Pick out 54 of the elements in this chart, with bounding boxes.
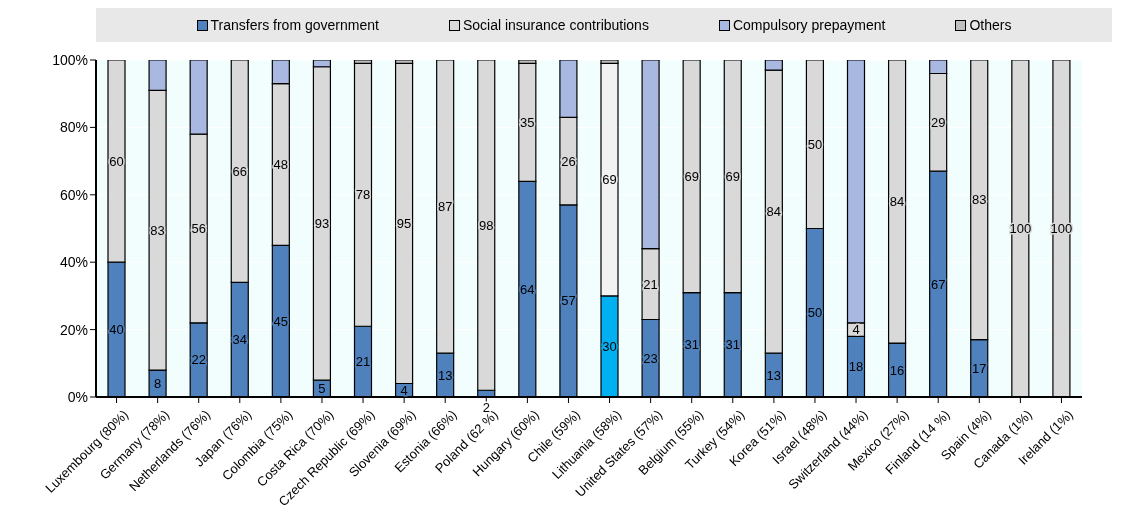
data-label: 84: [889, 194, 905, 210]
y-tick-label: 40%: [59, 254, 88, 271]
legend-label: Transfers from government: [210, 17, 379, 33]
data-label: 87: [437, 199, 453, 215]
data-label: 60: [109, 153, 124, 169]
legend-label: Compulsory prepayment: [732, 17, 886, 33]
data-label: 23: [643, 350, 658, 366]
data-label: 5: [318, 381, 326, 397]
legend-label: Social insurance contributions: [462, 17, 649, 33]
data-label: 83: [150, 222, 165, 238]
data-label: 8: [153, 376, 162, 392]
data-label: 21: [355, 354, 371, 370]
data-label: 57: [561, 293, 576, 309]
data-label: 34: [232, 332, 247, 348]
data-label: 21: [643, 276, 658, 292]
data-label: 13: [766, 367, 782, 383]
y-tick-label: 0%: [67, 388, 88, 405]
data-label: 50: [807, 136, 823, 152]
y-tick-label: 100%: [52, 51, 88, 68]
data-label: 45: [273, 313, 289, 329]
data-label: 69: [684, 168, 699, 184]
data-label: 13: [437, 367, 453, 383]
data-label: 31: [725, 337, 740, 353]
data-label: 56: [191, 221, 206, 236]
data-label: 48: [273, 156, 289, 172]
data-label: 4: [400, 382, 408, 398]
data-label: 83: [972, 192, 987, 208]
data-label: 4: [852, 322, 860, 338]
data-label: 16: [889, 362, 905, 378]
data-label: 2: [482, 399, 490, 415]
data-label: 95: [396, 215, 412, 231]
data-label: 18: [848, 359, 864, 375]
data-label: 84: [766, 204, 782, 220]
data-label: 64: [520, 281, 535, 297]
y-tick-label: 80%: [59, 119, 88, 136]
y-tick-label: 60%: [59, 186, 88, 203]
data-label: 40: [109, 322, 124, 338]
data-label: 22: [191, 352, 206, 368]
data-label: 50: [807, 305, 823, 321]
data-label: 35: [520, 114, 535, 130]
data-label: 69: [725, 168, 740, 184]
data-label: 29: [930, 114, 946, 130]
data-label: 67: [930, 276, 946, 292]
data-label: 78: [355, 187, 371, 203]
data-label: 31: [684, 337, 699, 353]
data-label: 30: [602, 338, 617, 354]
y-tick-label: 20%: [59, 321, 88, 338]
data-label: 69: [602, 172, 617, 188]
data-label: 17: [972, 360, 987, 376]
data-label: 26: [561, 153, 576, 169]
data-label: 98: [479, 217, 494, 233]
data-label: 93: [314, 215, 330, 231]
data-label: 66: [232, 163, 247, 179]
legend-label: Others: [969, 17, 1012, 33]
